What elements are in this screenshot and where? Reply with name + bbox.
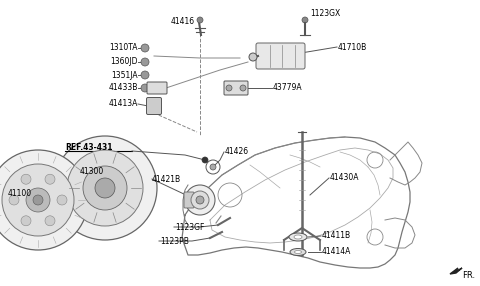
Text: 41100: 41100 [8,188,32,198]
Text: 41300: 41300 [80,166,104,176]
Circle shape [141,44,149,52]
Circle shape [141,71,149,79]
FancyBboxPatch shape [146,98,161,114]
Circle shape [141,84,149,92]
Ellipse shape [45,216,55,226]
Text: 41430A: 41430A [330,174,360,182]
Circle shape [2,164,74,236]
Text: 43779A: 43779A [273,84,302,92]
Text: 41710B: 41710B [338,43,367,51]
FancyBboxPatch shape [184,192,194,208]
Circle shape [302,17,308,23]
Text: REF.43-431: REF.43-431 [65,144,112,152]
Ellipse shape [295,251,301,253]
Circle shape [240,85,246,91]
Text: 1351JA: 1351JA [111,71,138,80]
Polygon shape [450,268,462,274]
Ellipse shape [21,216,31,226]
Circle shape [67,150,143,226]
Circle shape [83,166,127,210]
FancyBboxPatch shape [147,82,167,94]
Text: 41413A: 41413A [108,100,138,108]
Ellipse shape [289,233,307,241]
Ellipse shape [21,174,31,184]
Ellipse shape [185,185,215,215]
Text: 1123GF: 1123GF [175,223,204,231]
Circle shape [249,53,257,61]
Ellipse shape [57,195,67,205]
Circle shape [33,195,43,205]
Circle shape [26,188,50,212]
Ellipse shape [9,195,19,205]
Text: 41433B: 41433B [108,84,138,92]
Text: 41426: 41426 [225,148,249,156]
Circle shape [226,85,232,91]
Circle shape [53,136,157,240]
Circle shape [197,17,203,23]
Ellipse shape [290,249,306,255]
Ellipse shape [45,174,55,184]
Circle shape [141,58,149,66]
Circle shape [95,178,115,198]
Ellipse shape [191,191,209,209]
Text: 1360JD: 1360JD [110,57,138,67]
Text: 41411B: 41411B [322,231,351,241]
FancyBboxPatch shape [224,81,248,95]
Circle shape [202,157,208,163]
FancyBboxPatch shape [256,43,305,69]
Text: 1123GX: 1123GX [310,9,340,19]
Circle shape [210,164,216,170]
Text: 1310TA: 1310TA [109,43,138,53]
Text: 41414A: 41414A [322,247,351,257]
Ellipse shape [294,235,302,239]
Ellipse shape [196,196,204,204]
Text: 41416: 41416 [171,17,195,27]
Text: FR.: FR. [462,271,475,281]
Text: 1123PB: 1123PB [160,237,189,245]
Text: 41421B: 41421B [152,174,181,184]
Circle shape [0,150,88,250]
